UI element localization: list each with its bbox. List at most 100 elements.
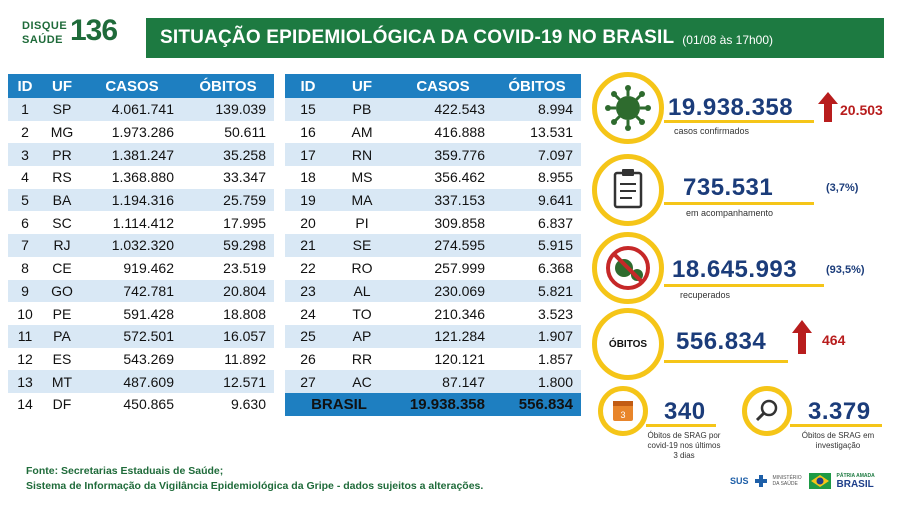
cell-deaths: 6.837 xyxy=(493,211,581,235)
calendar-icon-circle: 3 xyxy=(598,386,648,436)
arrow-up-icon xyxy=(792,320,812,354)
cell-uf: RR xyxy=(331,347,393,371)
cell-uf: BA xyxy=(42,188,82,212)
cell-id: 9 xyxy=(8,279,42,303)
cell-cases: 309.858 xyxy=(393,211,493,235)
cell-id: 25 xyxy=(285,324,331,348)
table-row: 23 AL 230.069 5.821 xyxy=(285,279,581,303)
cell-id: 14 xyxy=(8,392,42,416)
table-row: 7 RJ 1.032.320 59.298 xyxy=(8,234,274,257)
cell-deaths: 20.804 xyxy=(182,279,274,303)
cell-cases: 120.121 xyxy=(393,347,493,371)
table-row: 9 GO 742.781 20.804 xyxy=(8,279,274,303)
cell-cases: 422.543 xyxy=(393,98,493,121)
cell-uf: GO xyxy=(42,279,82,303)
logo-number: 136 xyxy=(70,14,118,47)
table-row: 15 PB 422.543 8.994 xyxy=(285,98,581,121)
cell-uf: TO xyxy=(331,302,393,325)
monitoring-pct: (3,7%) xyxy=(826,182,859,194)
table-header-row: ID UF CASOS ÓBITOS xyxy=(285,74,581,98)
table-row: 3 PR 1.381.247 35.258 xyxy=(8,143,274,167)
cell-cases: 572.501 xyxy=(82,324,182,348)
col-header-id: ID xyxy=(285,74,331,98)
cell-cases: 4.061.741 xyxy=(82,98,182,121)
cell-deaths: 17.995 xyxy=(182,211,274,235)
magnifier-icon xyxy=(755,399,778,422)
total-row: BRASIL 19.938.358 556.834 xyxy=(285,392,581,416)
cell-id: 23 xyxy=(285,279,331,303)
confirmed-delta: 20.503 xyxy=(840,102,883,118)
table-row: 19 MA 337.153 9.641 xyxy=(285,188,581,212)
recovered-value: 18.645.993 xyxy=(672,256,798,283)
cell-uf: RS xyxy=(42,166,82,189)
cell-deaths: 11.892 xyxy=(182,347,274,371)
col-header-deaths: ÓBITOS xyxy=(493,74,581,98)
cell-uf: CE xyxy=(42,256,82,280)
confirmed-value: 19.938.358 xyxy=(668,94,794,121)
cell-uf: AL xyxy=(331,279,393,303)
divider-line xyxy=(790,424,882,427)
cell-cases: 337.153 xyxy=(393,188,493,212)
col-header-id: ID xyxy=(8,74,42,98)
footer-line2: Sistema de Informação da Vigilância Epid… xyxy=(26,480,484,492)
table-row: 26 RR 120.121 1.857 xyxy=(285,347,581,371)
investigation-label-line1: Óbitos de SRAG em xyxy=(801,431,875,440)
cell-id: 17 xyxy=(285,143,331,167)
cell-uf: RN xyxy=(331,143,393,167)
gov-brand: PÁTRIA AMADA BRASIL xyxy=(837,473,875,490)
srag-deaths-label-line1: Óbitos de SRAG por xyxy=(647,431,721,440)
cell-uf: AC xyxy=(331,370,393,393)
logo-line1: DISQUE xyxy=(22,20,68,32)
total-deaths: 556.834 xyxy=(493,392,581,416)
srag-deaths-label: Óbitos de SRAG por covid-19 nos últimos … xyxy=(636,431,732,461)
srag-deaths-value: 340 xyxy=(664,398,706,425)
cell-id: 8 xyxy=(8,256,42,280)
col-header-uf: UF xyxy=(42,74,82,98)
deaths-badge: ÓBITOS xyxy=(608,338,648,350)
cell-cases: 1.032.320 xyxy=(82,234,182,257)
table-row: 13 MT 487.609 12.571 xyxy=(8,370,274,393)
ministry-logo: MINISTÉRIO DA SAÚDE xyxy=(772,475,802,487)
cell-id: 15 xyxy=(285,98,331,121)
col-header-cases: CASOS xyxy=(393,74,493,98)
investigation-label-line2: investigação xyxy=(815,441,861,450)
cell-id: 19 xyxy=(285,188,331,212)
cell-uf: RO xyxy=(331,256,393,280)
table-row: 11 PA 572.501 16.057 xyxy=(8,324,274,348)
table-row: 10 PE 591.428 18.808 xyxy=(8,302,274,325)
clipboard-icon xyxy=(613,169,643,209)
cell-deaths: 35.258 xyxy=(182,143,274,167)
cell-deaths: 1.857 xyxy=(493,347,581,371)
cell-id: 2 xyxy=(8,120,42,144)
cell-id: 24 xyxy=(285,302,331,325)
divider-line xyxy=(664,284,824,287)
cell-deaths: 25.759 xyxy=(182,188,274,212)
cell-cases: 742.781 xyxy=(82,279,182,303)
cell-id: 27 xyxy=(285,370,331,393)
cell-uf: MG xyxy=(42,120,82,144)
cell-deaths: 18.808 xyxy=(182,302,274,325)
sus-logo: SUS xyxy=(730,476,749,486)
table-row: 4 RS 1.368.880 33.347 xyxy=(8,166,274,189)
government-logos: SUS MINISTÉRIO DA SAÚDE PÁTRIA AMADA BRA… xyxy=(730,468,882,494)
cell-id: 16 xyxy=(285,120,331,144)
cell-uf: AM xyxy=(331,120,393,144)
cell-uf: PA xyxy=(42,324,82,348)
investigation-value: 3.379 xyxy=(808,398,871,425)
table-row: 2 MG 1.973.286 50.611 xyxy=(8,120,274,144)
cell-uf: MA xyxy=(331,188,393,212)
cell-deaths: 5.821 xyxy=(493,279,581,303)
table-row: 20 PI 309.858 6.837 xyxy=(285,211,581,235)
cell-deaths: 16.057 xyxy=(182,324,274,348)
cell-deaths: 3.523 xyxy=(493,302,581,325)
col-header-deaths: ÓBITOS xyxy=(182,74,274,98)
states-table-right: ID UF CASOS ÓBITOS 15 PB 422.543 8.994 16 AM 4… xyxy=(285,74,581,416)
cell-deaths: 33.347 xyxy=(182,166,274,189)
table-row: 6 SC 1.114.412 17.995 xyxy=(8,211,274,235)
cell-deaths: 9.641 xyxy=(493,188,581,212)
table-row: 1 SP 4.061.741 139.039 xyxy=(8,98,274,121)
cell-deaths: 13.531 xyxy=(493,120,581,144)
cell-uf: RJ xyxy=(42,234,82,257)
cell-id: 5 xyxy=(8,188,42,212)
cell-uf: PE xyxy=(42,302,82,325)
